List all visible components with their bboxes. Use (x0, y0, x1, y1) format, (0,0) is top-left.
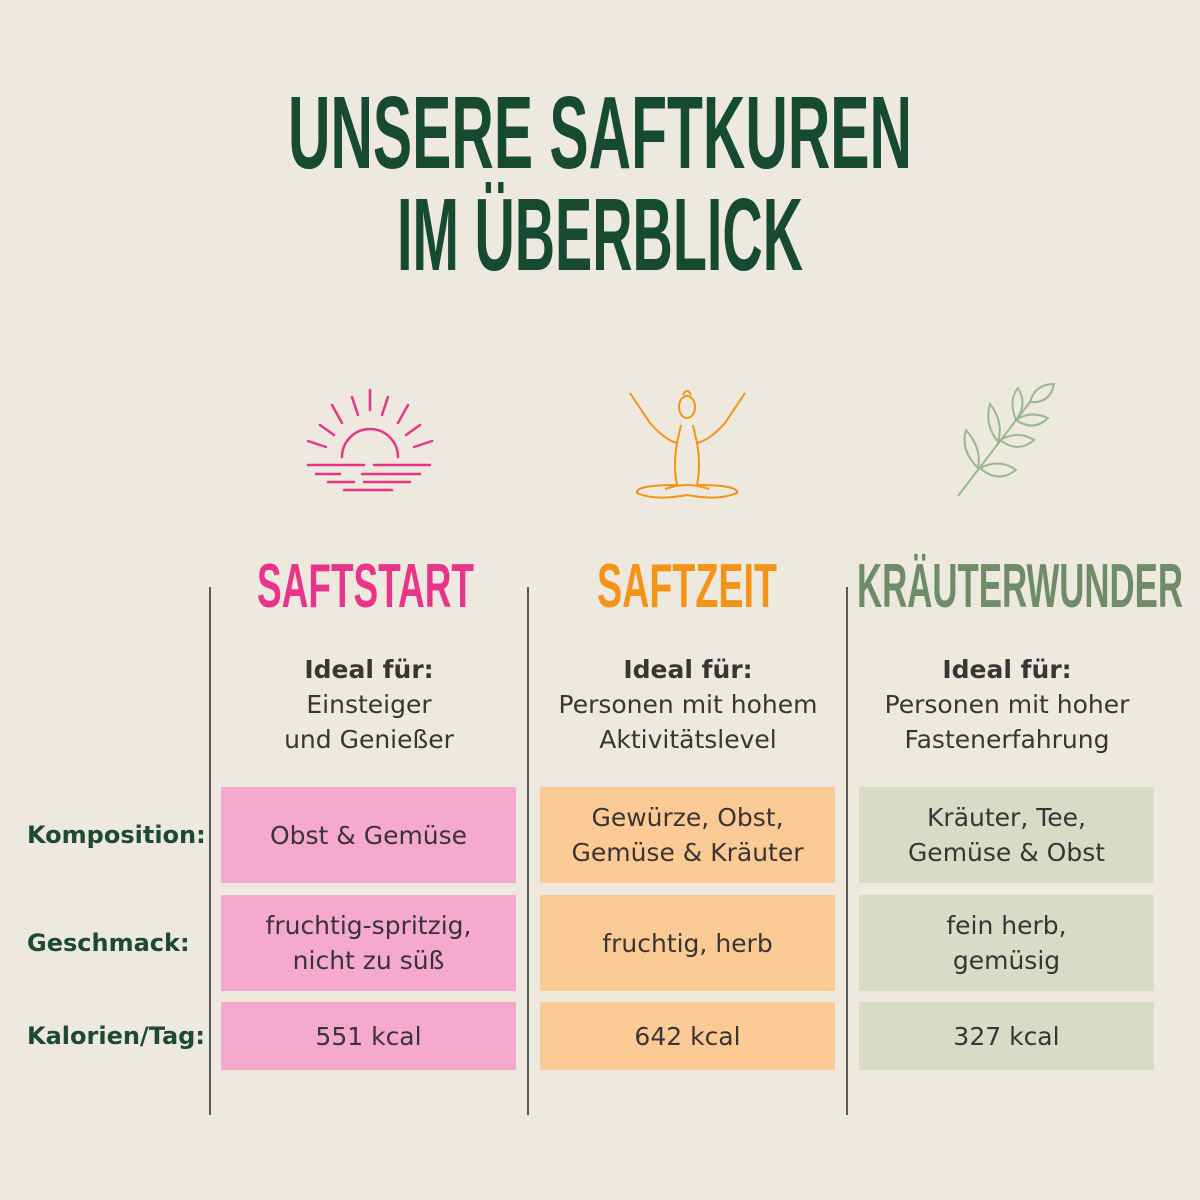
product-name-kraeuterwunder: KRÄUTERWUNDER (857, 552, 1183, 621)
column-divider (846, 587, 848, 1115)
product-name-saftstart: SAFTSTART (257, 552, 474, 621)
cell-saftstart-kalorien: 551 kcal (221, 1002, 516, 1070)
cell-kraeuterwunder-kalorien: 327 kcal (859, 1002, 1154, 1070)
cell-kraeuterwunder-komposition: Kräuter, Tee, Gemüse & Obst (859, 787, 1154, 883)
row-label-komposition: Komposition: (27, 821, 206, 849)
headline-layer: UNSERE SAFTKUREN IM ÜBERBLICK SAFTSTART … (257, 75, 1183, 621)
cell-saftzeit-geschmack: fruchtig, herb (540, 895, 835, 991)
cell-saftzeit-komposition: Gewürze, Obst, Gemüse & Kräuter (540, 787, 835, 883)
leaf-branch-icon (957, 382, 1056, 497)
ideal-for-saftzeit: Ideal für: Personen mit hohem Aktivitätsle… (558, 655, 818, 754)
product-name-saftzeit: SAFTZEIT (597, 552, 777, 621)
column-divider (527, 587, 529, 1115)
page-title-line1: UNSERE SAFTKUREN (288, 75, 912, 190)
page-title-line2: IM ÜBERBLICK (397, 177, 803, 292)
yoga-icon (629, 390, 746, 499)
cell-saftzeit-kalorien: 642 kcal (540, 1002, 835, 1070)
cell-saftstart-komposition: Obst & Gemüse (221, 787, 516, 883)
row-label-kalorien: Kalorien/Tag: (27, 1022, 205, 1050)
ideal-for-saftstart: Ideal für: Einsteiger und Genießer (284, 655, 454, 754)
column-divider (209, 587, 211, 1115)
cell-kraeuterwunder-geschmack: fein herb, gemüsig (859, 895, 1154, 991)
cell-saftstart-geschmack: fruchtig-spritzig, nicht zu süß (221, 895, 516, 991)
ideal-for-kraeuterwunder: Ideal für: Personen mit hoher Fastenerfahr… (884, 655, 1130, 754)
sunrise-icon (306, 388, 434, 492)
row-label-geschmack: Geschmack: (27, 929, 190, 957)
